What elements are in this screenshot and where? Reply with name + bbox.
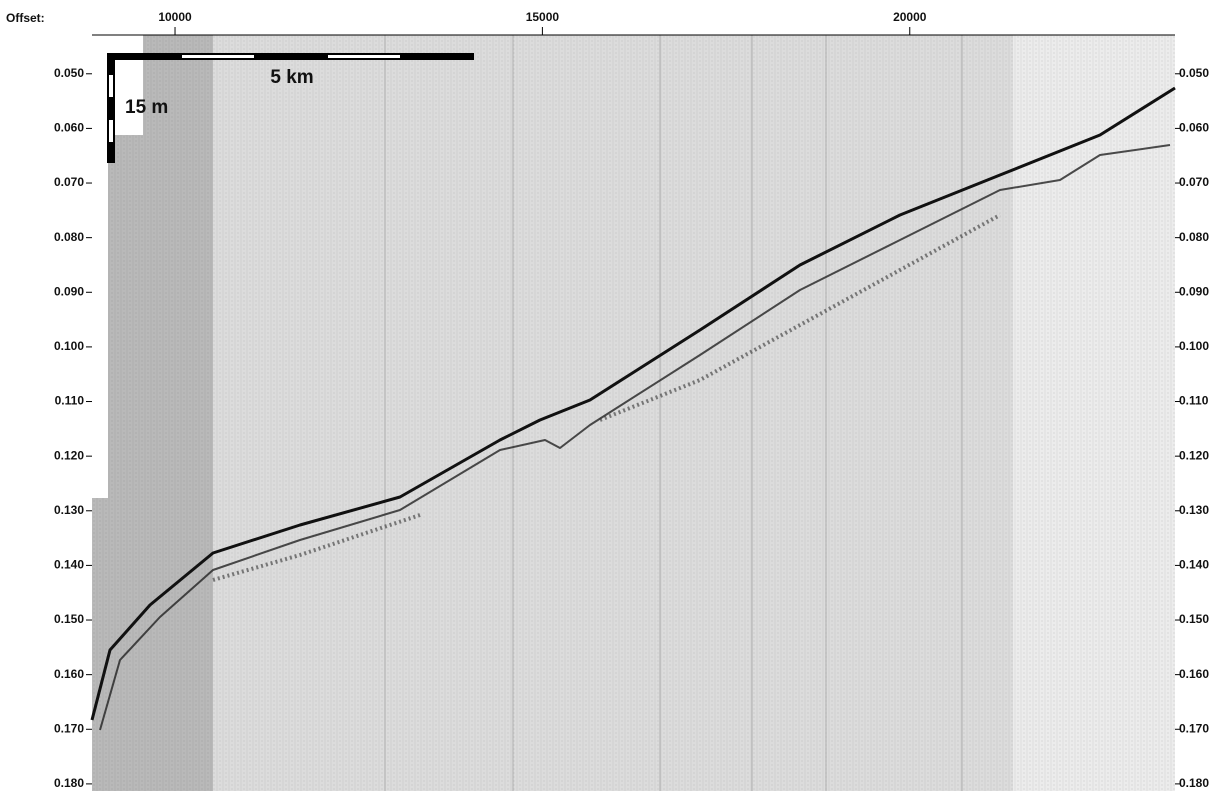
- offset-label: Offset:: [6, 11, 45, 25]
- y-tick-label: 0.080: [54, 230, 84, 244]
- x-tick-label: 15000: [526, 10, 560, 24]
- record-background: [92, 35, 1175, 791]
- y-tick-label: 0.170: [1179, 721, 1209, 735]
- y-tick-label: 0.160: [1179, 667, 1209, 681]
- x-tick-label: 10000: [158, 10, 192, 24]
- y-tick-label: 0.170: [54, 721, 84, 735]
- y-tick-label: 0.100: [54, 339, 84, 353]
- y-tick-label: 0.180: [1179, 776, 1209, 790]
- y-tick-label: 0.050: [1179, 66, 1209, 80]
- y-tick-label: 0.080: [1179, 230, 1209, 244]
- y-tick-label: 0.150: [1179, 612, 1209, 626]
- y-tick-label: 0.060: [1179, 121, 1209, 135]
- y-tick-label: 0.110: [1179, 394, 1209, 408]
- y-tick-label: 0.090: [54, 284, 84, 298]
- y-tick-label: 0.060: [54, 121, 84, 135]
- y-tick-label: 0.150: [54, 612, 84, 626]
- y-tick-label: 0.100: [1179, 339, 1209, 353]
- y-tick-label: 0.130: [1179, 503, 1209, 517]
- scale-label: 5 km: [270, 67, 313, 88]
- y-tick-label: 0.070: [54, 175, 84, 189]
- y-tick-label: 0.160: [54, 667, 84, 681]
- y-tick-label: 0.120: [1179, 448, 1209, 462]
- y-tick-label: 0.070: [1179, 175, 1209, 189]
- y-tick-label: 0.180: [54, 776, 84, 790]
- seismic-profile: 5 km 15 m Offset: 10000 15000 20000 0.050 0.…: [0, 0, 1230, 791]
- x-tick-label: 20000: [893, 10, 927, 24]
- y-tick-label: 0.130: [54, 503, 84, 517]
- y-tick-label: 0.140: [1179, 558, 1209, 572]
- y-tick-label: 0.110: [55, 394, 85, 408]
- scale-label: 15 m: [125, 97, 168, 118]
- y-tick-label: 0.050: [54, 66, 84, 80]
- y-tick-label: 0.140: [54, 558, 84, 572]
- y-tick-label: 0.090: [1179, 284, 1209, 298]
- y-tick-label: 0.120: [54, 448, 84, 462]
